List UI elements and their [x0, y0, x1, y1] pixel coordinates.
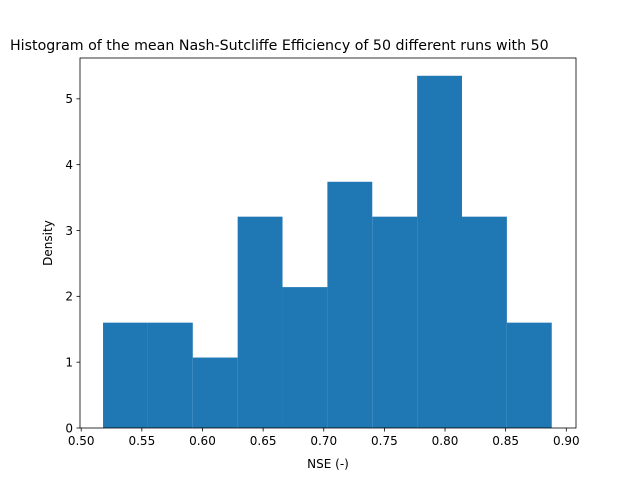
- x-tick-label: 0.55: [128, 434, 155, 448]
- x-axis-label: NSE (-): [307, 457, 349, 471]
- x-tick-label: 0.50: [68, 434, 95, 448]
- x-tick-label: 0.65: [250, 434, 277, 448]
- y-axis-label: Density: [41, 220, 55, 266]
- y-tick-label: 2: [65, 290, 73, 304]
- histogram-bar-10: [506, 322, 552, 428]
- x-axis-ticks: 0.50 0.55 0.60 0.65 0.70 0.75 0.80 0.85 0.90: [68, 428, 580, 448]
- plot-frame: [79, 57, 577, 429]
- x-tick-label: 0.80: [432, 434, 459, 448]
- histogram-bars: [103, 75, 552, 428]
- chart-title: Histogram of the mean Nash-Sutcliffe Eff…: [10, 38, 549, 54]
- y-tick-label: 4: [65, 158, 73, 172]
- y-tick-label: 0: [65, 421, 73, 435]
- x-tick-label: 0.60: [189, 434, 216, 448]
- y-tick-label: 5: [65, 92, 73, 106]
- x-tick-label: 0.85: [492, 434, 519, 448]
- histogram-bar-3: [192, 357, 238, 428]
- y-tick-label: 1: [65, 355, 73, 369]
- y-tick-label: 3: [65, 224, 73, 238]
- histogram-bar-4: [237, 216, 283, 428]
- histogram-bar-1: [103, 322, 148, 428]
- x-tick-label: 0.70: [310, 434, 337, 448]
- histogram-bar-7: [372, 216, 418, 428]
- histogram-bar-2: [147, 322, 193, 428]
- histogram-bar-6: [327, 181, 373, 428]
- histogram-bar-5: [282, 287, 328, 428]
- y-axis-ticks: 0 1 2 3 4 5: [65, 92, 80, 435]
- histogram-bar-9: [462, 216, 507, 428]
- histogram-bar-8: [417, 75, 463, 428]
- x-tick-label: 0.75: [371, 434, 398, 448]
- x-tick-label: 0.90: [553, 434, 580, 448]
